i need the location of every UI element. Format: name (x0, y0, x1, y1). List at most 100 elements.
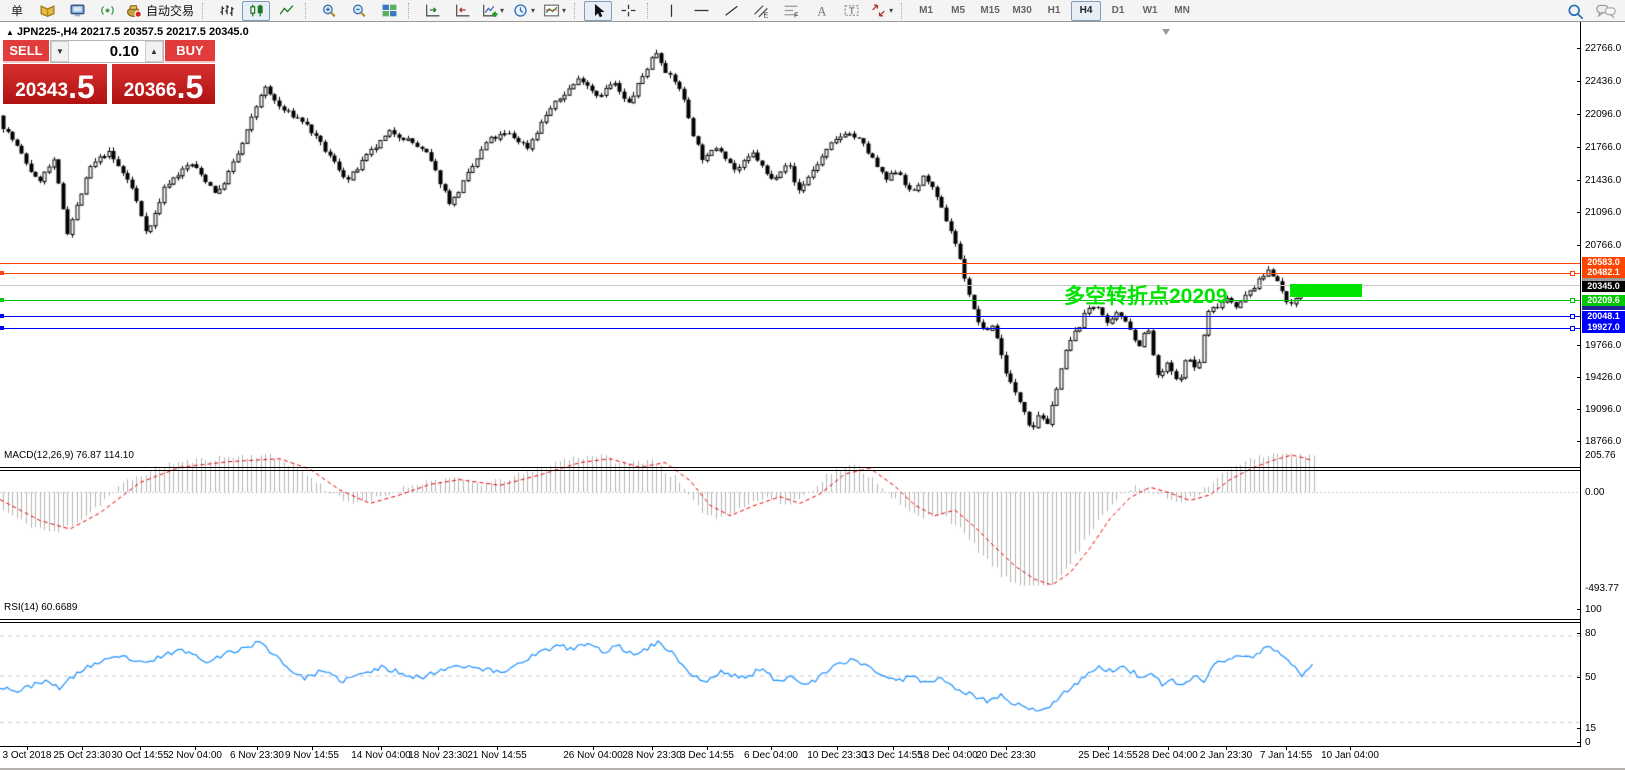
line-handle[interactable] (0, 271, 4, 275)
volume-control: ▼ 0.10 ▲ (50, 40, 164, 63)
indicators-button[interactable]: ▾ (478, 1, 507, 21)
text-label-button[interactable]: T (837, 1, 865, 21)
dropdown-caret-icon[interactable]: ▾ (531, 6, 536, 15)
horizontal-line-object[interactable] (0, 263, 1580, 264)
line-handle[interactable] (0, 314, 4, 318)
price-axis-tickmark (1577, 245, 1581, 246)
panel-separator[interactable] (0, 619, 1581, 620)
text-button[interactable]: A (807, 1, 835, 21)
dropdown-caret-icon[interactable]: ▾ (562, 6, 567, 15)
vertical-line-button[interactable] (657, 1, 685, 21)
panel-separator[interactable] (0, 470, 1581, 471)
time-axis-label: 25 Oct 23:30 (53, 750, 111, 761)
highlight-rectangle[interactable] (1290, 284, 1362, 297)
crosshair-button[interactable] (614, 1, 642, 21)
line-handle[interactable] (1570, 326, 1575, 331)
rsi-axis-tickmark (1577, 633, 1581, 634)
price-axis-label: 19096.0 (1585, 404, 1622, 415)
timeframe-h4[interactable]: H4 (1071, 0, 1102, 21)
buy-button[interactable]: BUY (165, 40, 215, 63)
time-axis-tickmark (195, 747, 196, 750)
time-axis-tickmark (593, 747, 594, 750)
time-axis-tickmark (312, 747, 313, 750)
dropdown-caret-icon[interactable]: ▾ (500, 6, 505, 15)
panel-separator[interactable] (0, 622, 1581, 623)
timeframe-m5[interactable]: M5 (943, 1, 973, 21)
line-handle[interactable] (0, 326, 4, 330)
chart-canvas[interactable] (0, 22, 1581, 770)
new-order-partial-label-label: 单 (10, 4, 23, 18)
auto-scroll-button[interactable] (418, 1, 446, 21)
timeframe-m30[interactable]: M30 (1007, 1, 1037, 21)
time-axis-label: 30 Oct 14:55 (111, 750, 169, 761)
sell-price-button[interactable]: 20343 .5 (3, 64, 107, 104)
time-axis-label: 7 Jan 14:55 (1259, 750, 1313, 761)
new-order-partial-label[interactable]: 单 (3, 1, 31, 21)
line-handle[interactable] (1570, 298, 1575, 303)
line-handle[interactable] (1570, 314, 1575, 319)
candlestick-button[interactable] (242, 0, 271, 21)
timeframe-mn[interactable]: MN (1167, 1, 1197, 21)
panel-separator[interactable] (0, 467, 1581, 468)
toolbar-separator (574, 2, 579, 19)
line-handle[interactable] (1570, 271, 1575, 276)
timeframe-h1[interactable]: H1 (1039, 1, 1069, 21)
line-chart-button[interactable] (272, 1, 300, 21)
timeframe-h1-label: H1 (1047, 5, 1061, 16)
time-axis-label: 10 Jan 04:00 (1321, 750, 1379, 761)
autotrading-button[interactable]: 自动交易 (123, 1, 197, 21)
toolbar-right-group (1561, 1, 1621, 21)
price-axis-label: 18766.0 (1585, 436, 1622, 447)
chart-window: ▲ JPN225-,H4 20217.5 20357.5 20217.5 2034… (0, 22, 1625, 770)
periods-button[interactable]: ▾ (509, 1, 538, 21)
chat-icon[interactable] (1592, 1, 1620, 21)
volume-up-button[interactable]: ▲ (145, 41, 163, 62)
line-handle[interactable] (0, 298, 4, 302)
arrows-button[interactable]: ▾ (867, 1, 896, 21)
autotrading-button-label: 自动交易 (146, 4, 195, 18)
rsi-axis-tickmark (1577, 677, 1581, 678)
time-axis-label: 9 Nov 14:55 (285, 750, 339, 761)
new-chart-icon[interactable] (33, 1, 61, 21)
time-axis-tickmark (1350, 747, 1351, 750)
horizontal-line-object[interactable] (0, 285, 1580, 286)
zoom-in-button[interactable] (315, 1, 343, 21)
zoom-out-button[interactable] (345, 1, 373, 21)
profiles-icon[interactable] (63, 1, 91, 21)
price-marker: 20583.0 (1582, 257, 1625, 268)
sell-price-int: 20343 (15, 80, 69, 101)
horizontal-line-object[interactable] (0, 316, 1580, 317)
time-axis-label: 25 Dec 14:55 (1078, 750, 1138, 761)
cursor-button[interactable] (584, 0, 613, 21)
svg-text:A: A (817, 4, 827, 18)
price-axis-label: 19426.0 (1585, 372, 1622, 383)
chart-shift-button[interactable] (448, 1, 476, 21)
trendline-button[interactable] (717, 1, 745, 21)
fibonacci-button[interactable]: F (777, 1, 805, 21)
timeframe-m15[interactable]: M15 (975, 1, 1005, 21)
chart-shift-marker[interactable] (1162, 29, 1170, 35)
price-axis-label: 21436.0 (1585, 175, 1622, 186)
sell-button[interactable]: SELL (3, 40, 49, 63)
volume-input[interactable]: 0.10 (109, 43, 139, 60)
volume-down-button[interactable]: ▼ (51, 41, 69, 62)
tile-windows-button[interactable] (375, 1, 403, 21)
search-icon[interactable] (1562, 1, 1590, 21)
dropdown-caret-icon[interactable]: ▾ (889, 6, 894, 15)
templates-button[interactable]: ▾ (540, 1, 569, 21)
toolbar-separator (408, 2, 413, 19)
timeframe-m1[interactable]: M1 (911, 1, 941, 21)
horizontal-line-object[interactable] (0, 328, 1580, 329)
horizontal-line-object[interactable] (0, 273, 1580, 274)
signals-icon[interactable] (93, 1, 121, 21)
timeframe-w1[interactable]: W1 (1135, 1, 1165, 21)
bar-chart-button[interactable] (212, 1, 240, 21)
horizontal-line-button[interactable] (687, 1, 715, 21)
turning-point-annotation[interactable]: 多空转折点20209 (1064, 285, 1228, 308)
timeframe-d1[interactable]: D1 (1103, 1, 1133, 21)
time-axis-tickmark (257, 747, 258, 750)
channel-button[interactable]: E (747, 1, 775, 21)
horizontal-line-object[interactable] (0, 300, 1580, 301)
buy-price-button[interactable]: 20366 .5 (112, 64, 215, 104)
time-axis-label: 18 Nov 23:30 (408, 750, 468, 761)
